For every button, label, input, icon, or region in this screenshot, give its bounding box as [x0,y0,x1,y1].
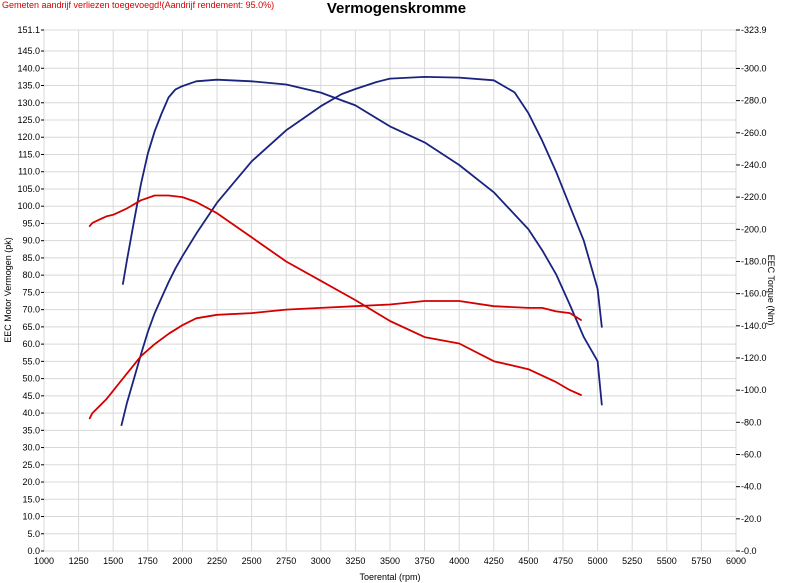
x-tick-label: 4750 [553,556,573,566]
x-tick-label: 2500 [242,556,262,566]
y-left-tick-labels: 0.0 5.0 10.0 15.0 20.0 25.0 30.0 35.0 40.0 45.0 50… [17,25,44,556]
y-right-axis-label: EEC Torque (Nm) [766,255,776,326]
y-left-tick-label: 115.0 [18,149,40,159]
y-left-tick-label: 100.0 [17,201,40,211]
x-tick-label: 4500 [518,556,538,566]
y-right-tick-labels: -0.0 -20.0 -40.0 -60.0 -80.0 -100.0 -120.0 -140… [736,25,767,556]
y-left-tick-label: 0.0 [27,546,40,556]
x-tick-label: 5750 [691,556,711,566]
series-line-2 [122,78,603,406]
x-axis-label: Toerental (rpm) [359,572,420,582]
x-tick-label: 6000 [726,556,746,566]
x-tick-label: 3250 [345,556,365,566]
series-lines [88,76,603,427]
series-line-1 [120,76,603,427]
y-right-tick-label: -200.0 [741,224,767,234]
y-left-tick-label: 10.0 [22,512,40,522]
y-left-tick-label: 95.0 [22,218,40,228]
y-left-tick-label: 50.0 [22,374,40,384]
chart-title: Vermogenskromme [326,0,467,17]
y-left-tick-label: 25.0 [22,460,40,470]
x-tick-label: 1500 [103,556,123,566]
y-left-tick-label: 70.0 [22,305,40,315]
grid-lines [43,29,737,552]
x-tick-label: 4250 [484,556,504,566]
y-left-tick-label: 80.0 [22,270,40,280]
series-line-4 [88,194,582,396]
y-left-tick-label: 30.0 [22,443,40,453]
y-left-tick-label: 55.0 [22,356,40,366]
y-right-tick-label: -323.9 [741,25,767,35]
y-left-tick-label: 85.0 [22,253,40,263]
y-left-tick-label: 65.0 [22,322,40,332]
y-left-tick-label: 151.1 [17,25,40,35]
series-line-3 [88,300,582,420]
y-right-tick-label: -240.0 [741,160,767,170]
y-left-axis-label: EEC Motor Vermogen (pk) [3,237,13,343]
y-right-tick-label: -60.0 [741,449,762,459]
x-tick-label: 2750 [276,556,296,566]
efficiency-note: Gemeten aandrijf verliezen toegevoegd!(A… [2,0,275,10]
x-tick-label: 3750 [415,556,435,566]
y-left-tick-label: 110.0 [18,167,40,177]
x-tick-label: 1000 [34,556,54,566]
x-tick-label: 5250 [622,556,642,566]
y-right-tick-label: -140.0 [741,321,767,331]
y-left-tick-label: 15.0 [22,494,40,504]
y-left-tick-label: 45.0 [22,391,40,401]
y-right-tick-label: -40.0 [741,482,762,492]
x-tick-label: 3500 [380,556,400,566]
y-left-tick-label: 40.0 [22,408,40,418]
y-right-tick-label: -80.0 [741,417,762,427]
y-left-tick-label: 145.0 [17,46,40,56]
y-left-tick-label: 120.0 [17,132,40,142]
y-right-tick-label: -0.0 [741,546,757,556]
y-left-tick-label: 35.0 [22,425,40,435]
y-right-tick-label: -160.0 [741,289,767,299]
x-tick-label: 5000 [588,556,608,566]
y-left-tick-label: 105.0 [17,184,40,194]
y-right-tick-label: -280.0 [741,96,767,106]
y-left-tick-label: 5.0 [27,529,40,539]
y-right-tick-label: -220.0 [741,192,767,202]
y-left-tick-label: 20.0 [22,477,40,487]
x-tick-label: 5500 [657,556,677,566]
x-tick-label: 4000 [449,556,469,566]
y-left-tick-label: 135.0 [17,81,40,91]
x-tick-label: 2250 [207,556,227,566]
y-right-tick-label: -300.0 [741,63,767,73]
y-right-tick-label: -100.0 [741,385,767,395]
x-tick-label: 1750 [138,556,158,566]
x-tick-label: 3000 [311,556,331,566]
x-tick-label: 2000 [172,556,192,566]
y-left-tick-label: 90.0 [22,236,40,246]
y-left-tick-label: 75.0 [22,287,40,297]
y-left-tick-label: 140.0 [17,63,40,73]
x-tick-label: 1250 [69,556,89,566]
y-left-tick-label: 130.0 [17,98,40,108]
y-right-tick-label: -120.0 [741,353,767,363]
y-left-tick-label: 60.0 [22,339,40,349]
y-right-tick-label: -180.0 [741,256,767,266]
y-right-tick-label: -260.0 [741,128,767,138]
y-right-tick-label: -20.0 [741,514,762,524]
x-tick-labels: 1000 1250 1500 1750 2000 2250 2500 2750 3000 3250… [34,556,746,566]
y-left-tick-label: 125.0 [17,115,40,125]
